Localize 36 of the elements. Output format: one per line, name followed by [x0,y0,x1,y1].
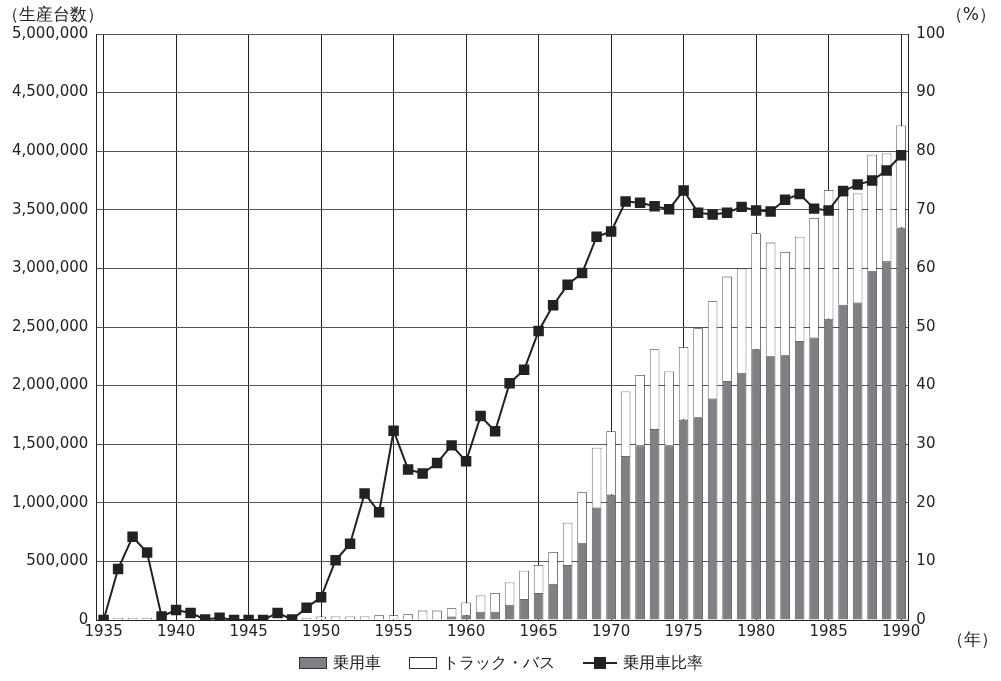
y-axis-title: （生産台数） [2,4,104,25]
y2-tick-label: 60 [916,258,936,277]
y-tick-label: 1,500,000 [12,434,89,453]
x-tick-label: 1970 [592,621,631,640]
y2-tick-label: 80 [916,141,936,160]
y2-tick-label: 30 [916,434,936,453]
y-tick-label: 500,000 [26,551,89,570]
y-tick-label: 1,000,000 [12,492,89,511]
y2-tick-label: 10 [916,551,936,570]
x-tick-label: 1980 [737,621,776,640]
y2-tick-label: 100 [916,23,946,42]
y2-axis-title: （%） [945,4,996,25]
x-tick-label: 1945 [229,621,268,640]
y2-tick-label: 50 [916,316,936,335]
x-tick-label: 1985 [809,621,848,640]
x-tick-label: 1960 [447,621,486,640]
text: トラック・バス [442,652,555,674]
x-tick-label: 1950 [302,621,341,640]
y-tick-label: 3,500,000 [12,199,89,218]
y2-tick-label: 40 [916,375,936,394]
y2-tick-label: 90 [916,82,936,101]
y2-tick-label: 70 [916,199,936,218]
y-tick-label: 5,000,000 [12,23,89,42]
y-tick-label: 3,000,000 [12,258,89,277]
x-tick-label: 1940 [157,621,196,640]
legend-label: 乗用車比率 [622,652,703,674]
x-axis-title: （年） [947,629,998,650]
y-tick-label: 2,000,000 [12,375,89,394]
legend-label: 乗用車 [332,652,381,674]
x-tick-label: 1975 [664,621,703,640]
x-tick-label: 1955 [374,621,413,640]
x-tick-label: 1965 [519,621,558,640]
y-tick-label: 4,500,000 [12,82,89,101]
y-tick-label: 4,000,000 [12,141,89,160]
y2-tick-label: 20 [916,492,936,511]
y-tick-label: 2,500,000 [12,316,89,335]
